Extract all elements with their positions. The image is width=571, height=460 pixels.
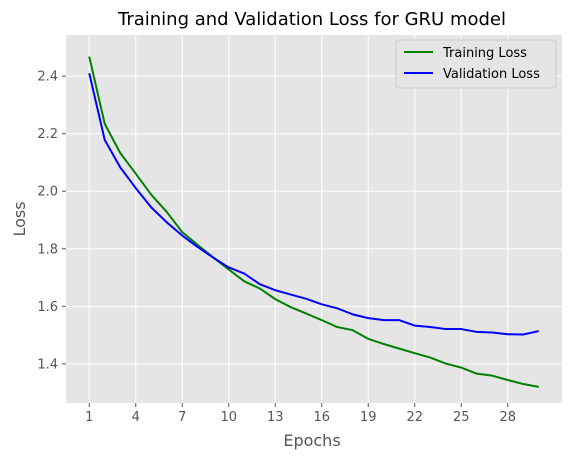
x-tick-label: 1	[85, 410, 93, 425]
x-axis-label: Epochs	[283, 431, 340, 450]
x-tick-label: 19	[360, 410, 377, 425]
x-tick-label: 28	[499, 410, 516, 425]
legend-box	[395, 39, 557, 89]
y-tick-label: 1.8	[37, 242, 58, 257]
y-tick-label: 1.4	[37, 357, 58, 372]
y-tick-label: 2.2	[37, 127, 58, 142]
y-axis-label: Loss	[10, 201, 29, 236]
training-loss-line	[88, 56, 539, 388]
legend: Training Loss Validation Loss	[395, 39, 557, 89]
y-tick-label: 2.0	[37, 185, 58, 200]
y-tick-label: 2.4	[37, 70, 58, 85]
axis-ticks: 1 4 7 10 13 16 19 22 25 28 1.4 1.6 1.8 2.0 2.2 2.4	[37, 70, 516, 425]
y-tick-label: 1.6	[37, 300, 58, 315]
x-tick-label: 25	[453, 410, 470, 425]
grid-lines	[66, 35, 562, 403]
x-tick-label: 4	[132, 410, 140, 425]
x-tick-label: 10	[220, 410, 237, 425]
legend-label-validation: Validation Loss	[443, 67, 540, 82]
x-tick-label: 13	[267, 410, 284, 425]
plot-background	[66, 35, 562, 403]
legend-label-training: Training Loss	[442, 46, 527, 61]
validation-loss-line	[88, 73, 539, 336]
chart-title: Training and Validation Loss for GRU mod…	[117, 9, 506, 30]
x-tick-label: 22	[406, 410, 423, 425]
x-tick-label: 7	[178, 410, 186, 425]
x-tick-label: 16	[313, 410, 330, 425]
series-lines	[88, 56, 539, 388]
